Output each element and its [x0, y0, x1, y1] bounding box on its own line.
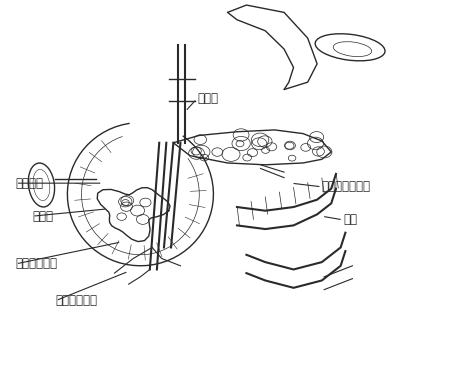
Text: 肠系膜上静脉: 肠系膜上静脉	[16, 258, 57, 270]
Text: 十二指肠: 十二指肠	[16, 176, 44, 190]
Text: 十二指肠悬韧带: 十二指肠悬韧带	[322, 180, 371, 194]
Text: 胰头癌: 胰头癌	[32, 210, 53, 223]
Text: 肠系膜上动脉: 肠系膜上动脉	[55, 294, 98, 307]
Text: 空肠: 空肠	[343, 213, 357, 226]
Text: 门静脉: 门静脉	[197, 92, 218, 105]
